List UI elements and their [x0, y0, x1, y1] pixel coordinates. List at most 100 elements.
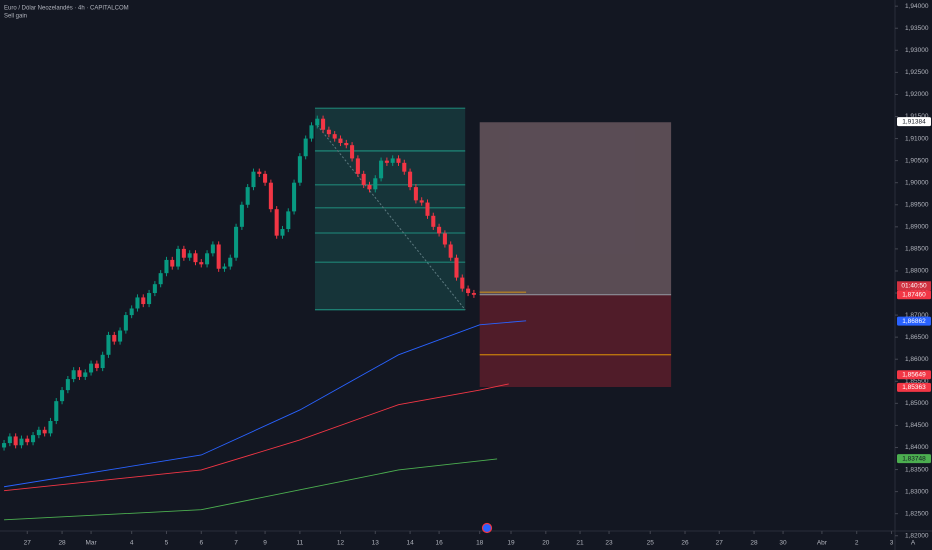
candle-body	[152, 284, 157, 294]
x-tick-label: Mar	[85, 540, 97, 547]
candle-body	[379, 160, 384, 179]
candle-body	[71, 370, 76, 380]
candle-body	[309, 125, 314, 139]
candle-body	[42, 429, 47, 434]
candle-body	[19, 438, 24, 446]
candle-body	[315, 118, 320, 126]
x-tick-label: 21	[576, 540, 584, 547]
y-tick-label: 1,88000	[905, 268, 929, 275]
candle-body	[321, 118, 326, 130]
y-tick-label: 1,84000	[905, 444, 929, 451]
x-tick-label: 26	[681, 540, 689, 547]
price-label-box	[897, 290, 931, 300]
x-tick-label: 13	[372, 540, 380, 547]
x-tick-label: 25	[647, 540, 655, 547]
moving-average	[4, 458, 498, 521]
y-tick-label: 1,87000	[905, 312, 929, 319]
candle-body	[205, 253, 210, 265]
y-tick-label: 1,86500	[905, 334, 929, 341]
price-label-box	[897, 454, 931, 464]
candle-body	[234, 226, 239, 258]
candle-body	[216, 244, 221, 269]
candle-body	[222, 266, 227, 269]
candle-body	[2, 443, 7, 448]
candle-body	[367, 184, 372, 190]
candle-body	[425, 202, 430, 216]
x-tick-label: 9	[263, 540, 267, 547]
price-label: 1,85649	[902, 371, 926, 378]
countdown: 01:40:50	[901, 283, 927, 290]
candle-body	[13, 436, 18, 446]
x-tick-label: 6	[199, 540, 203, 547]
price-label-box	[897, 117, 931, 127]
candle-body	[355, 158, 360, 174]
candle-body	[274, 209, 279, 236]
x-tick-label: 3	[890, 540, 894, 547]
price-label: 1,91384	[902, 118, 926, 125]
y-tick-label: 1,90000	[905, 179, 929, 186]
auto-scale-button[interactable]: A	[911, 540, 916, 547]
fib-box	[314, 108, 466, 310]
candle-body	[7, 436, 12, 444]
y-tick-label: 1,84500	[905, 422, 929, 429]
candle-body	[419, 200, 424, 203]
candle-body	[239, 204, 244, 227]
price-label: 1,87460	[902, 292, 926, 299]
moving-average	[4, 383, 509, 492]
price-label-box	[897, 370, 931, 380]
candle-body	[390, 158, 395, 163]
candle-body	[181, 248, 186, 258]
candle-body	[25, 438, 30, 443]
candle-body	[286, 211, 291, 230]
y-tick-label: 1,85000	[905, 400, 929, 407]
x-tick-label: 23	[605, 540, 613, 547]
candle-body	[292, 182, 297, 212]
candle-body	[60, 390, 65, 402]
candle-body	[257, 171, 262, 174]
candle-body	[123, 315, 128, 331]
candle-body	[83, 372, 88, 377]
x-tick-label: 28	[58, 540, 66, 547]
y-tick-label: 1,91000	[905, 135, 929, 142]
x-tick-label: 16	[435, 540, 443, 547]
candle-body	[384, 160, 389, 163]
candle-body	[396, 158, 401, 163]
price-label: 1,85363	[902, 384, 926, 391]
candle-body	[65, 379, 70, 391]
y-tick-label: 1,93500	[905, 25, 929, 32]
x-tick-label: 28	[750, 540, 758, 547]
x-tick-label: 4	[130, 540, 134, 547]
candle-body	[268, 182, 273, 210]
y-tick-label: 1,90500	[905, 157, 929, 164]
candle-body	[36, 429, 41, 436]
x-tick-label: 30	[779, 540, 787, 547]
candle-body	[297, 156, 302, 183]
y-tick-label: 1,92000	[905, 91, 929, 98]
candle-body	[442, 233, 447, 245]
x-tick-label: 18	[476, 540, 484, 547]
candle-body	[263, 173, 268, 183]
candle-body	[361, 173, 366, 185]
candle-body	[466, 288, 471, 294]
candle-body	[129, 308, 134, 316]
candle-body	[210, 244, 215, 254]
candle-body	[176, 248, 181, 267]
y-tick-label: 1,83000	[905, 488, 929, 495]
candle-body	[245, 187, 250, 205]
x-tick-label: 2	[855, 540, 859, 547]
candle-body	[338, 138, 343, 143]
y-tick-label: 1,86000	[905, 356, 929, 363]
candle-body	[147, 293, 152, 305]
y-tick-label: 1,82500	[905, 510, 929, 517]
price-label-box	[897, 382, 931, 392]
candle-body	[228, 257, 233, 267]
y-tick-label: 1,82000	[905, 532, 929, 539]
y-tick-label: 1,91500	[905, 113, 929, 120]
stop-zone	[479, 294, 672, 388]
event-icon[interactable]	[481, 522, 493, 534]
candle-body	[437, 226, 442, 234]
candle-body	[164, 259, 169, 274]
candle-body	[77, 370, 82, 377]
candle-body	[100, 354, 105, 369]
candle-body	[31, 435, 36, 443]
